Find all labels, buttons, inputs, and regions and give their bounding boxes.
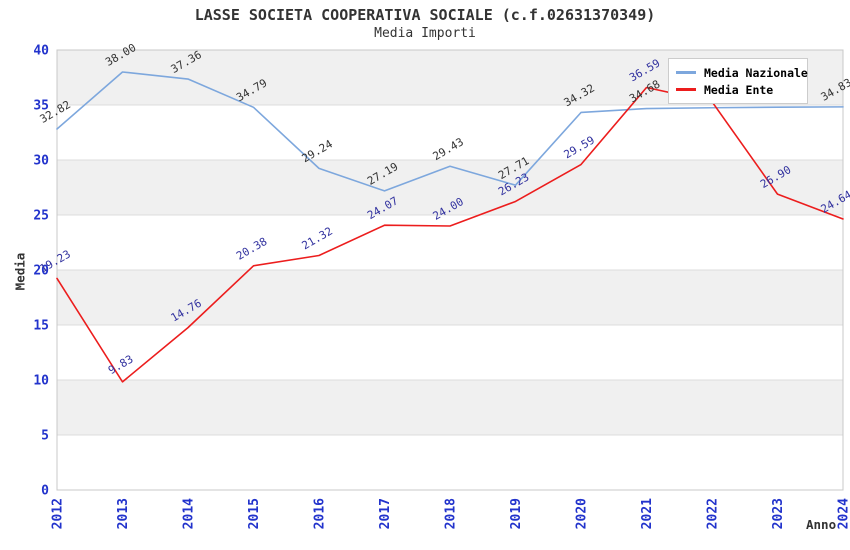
plot-border bbox=[56, 49, 844, 491]
x-tick-label: 2018 bbox=[444, 498, 459, 529]
x-tick-label: 2023 bbox=[771, 498, 786, 529]
y-tick-label: 40 bbox=[33, 44, 49, 59]
y-tick-label: 25 bbox=[33, 209, 49, 224]
x-tick-label: 2017 bbox=[378, 498, 393, 529]
y-tick-label: 10 bbox=[33, 374, 49, 389]
y-tick-label: 20 bbox=[33, 264, 49, 279]
legend: Media Nazionale Media Ente bbox=[668, 58, 808, 104]
legend-item-media-ente: Media Ente bbox=[676, 81, 800, 98]
x-tick-label: 2019 bbox=[509, 498, 524, 529]
x-tick-label: 2014 bbox=[182, 498, 197, 529]
y-tick-label: 35 bbox=[33, 99, 49, 114]
x-tick-label: 2012 bbox=[51, 498, 66, 529]
x-tick-label: 2020 bbox=[575, 498, 590, 529]
media-nazionale-line bbox=[56, 71, 844, 192]
x-tick-label: 2021 bbox=[640, 498, 655, 529]
y-axis-title: Media bbox=[12, 252, 28, 291]
plot-band bbox=[57, 380, 843, 435]
plot-band bbox=[57, 215, 843, 270]
ente-line-swatch bbox=[676, 88, 696, 91]
x-tick-label: 2024 bbox=[837, 498, 850, 529]
x-tick-label: 2016 bbox=[313, 498, 328, 529]
plot-band bbox=[57, 270, 843, 325]
legend-label-media-ente: Media Ente bbox=[704, 82, 774, 97]
y-tick-label: 0 bbox=[41, 484, 49, 499]
plot-band bbox=[57, 435, 843, 490]
chart-title: LASSE SOCIETA COOPERATIVA SOCIALE (c.f.0… bbox=[194, 6, 656, 24]
nazionale-line-swatch bbox=[676, 71, 696, 74]
plot-band bbox=[57, 325, 843, 380]
plot-band bbox=[57, 105, 843, 160]
y-tick-label: 30 bbox=[33, 154, 49, 169]
y-tick-label: 5 bbox=[41, 429, 49, 444]
x-tick-label: 2013 bbox=[116, 498, 131, 529]
x-axis-title: Anno bbox=[806, 517, 837, 532]
legend-item-media-nazionale: Media Nazionale bbox=[676, 64, 808, 81]
y-tick-label: 15 bbox=[33, 319, 49, 334]
x-tick-label: 2015 bbox=[247, 498, 262, 529]
x-tick-label: 2022 bbox=[706, 498, 721, 529]
legend-label-media-nazionale: Media Nazionale bbox=[704, 65, 808, 80]
chart-subtitle: Media Importi bbox=[374, 26, 476, 41]
plot-band bbox=[57, 160, 843, 215]
